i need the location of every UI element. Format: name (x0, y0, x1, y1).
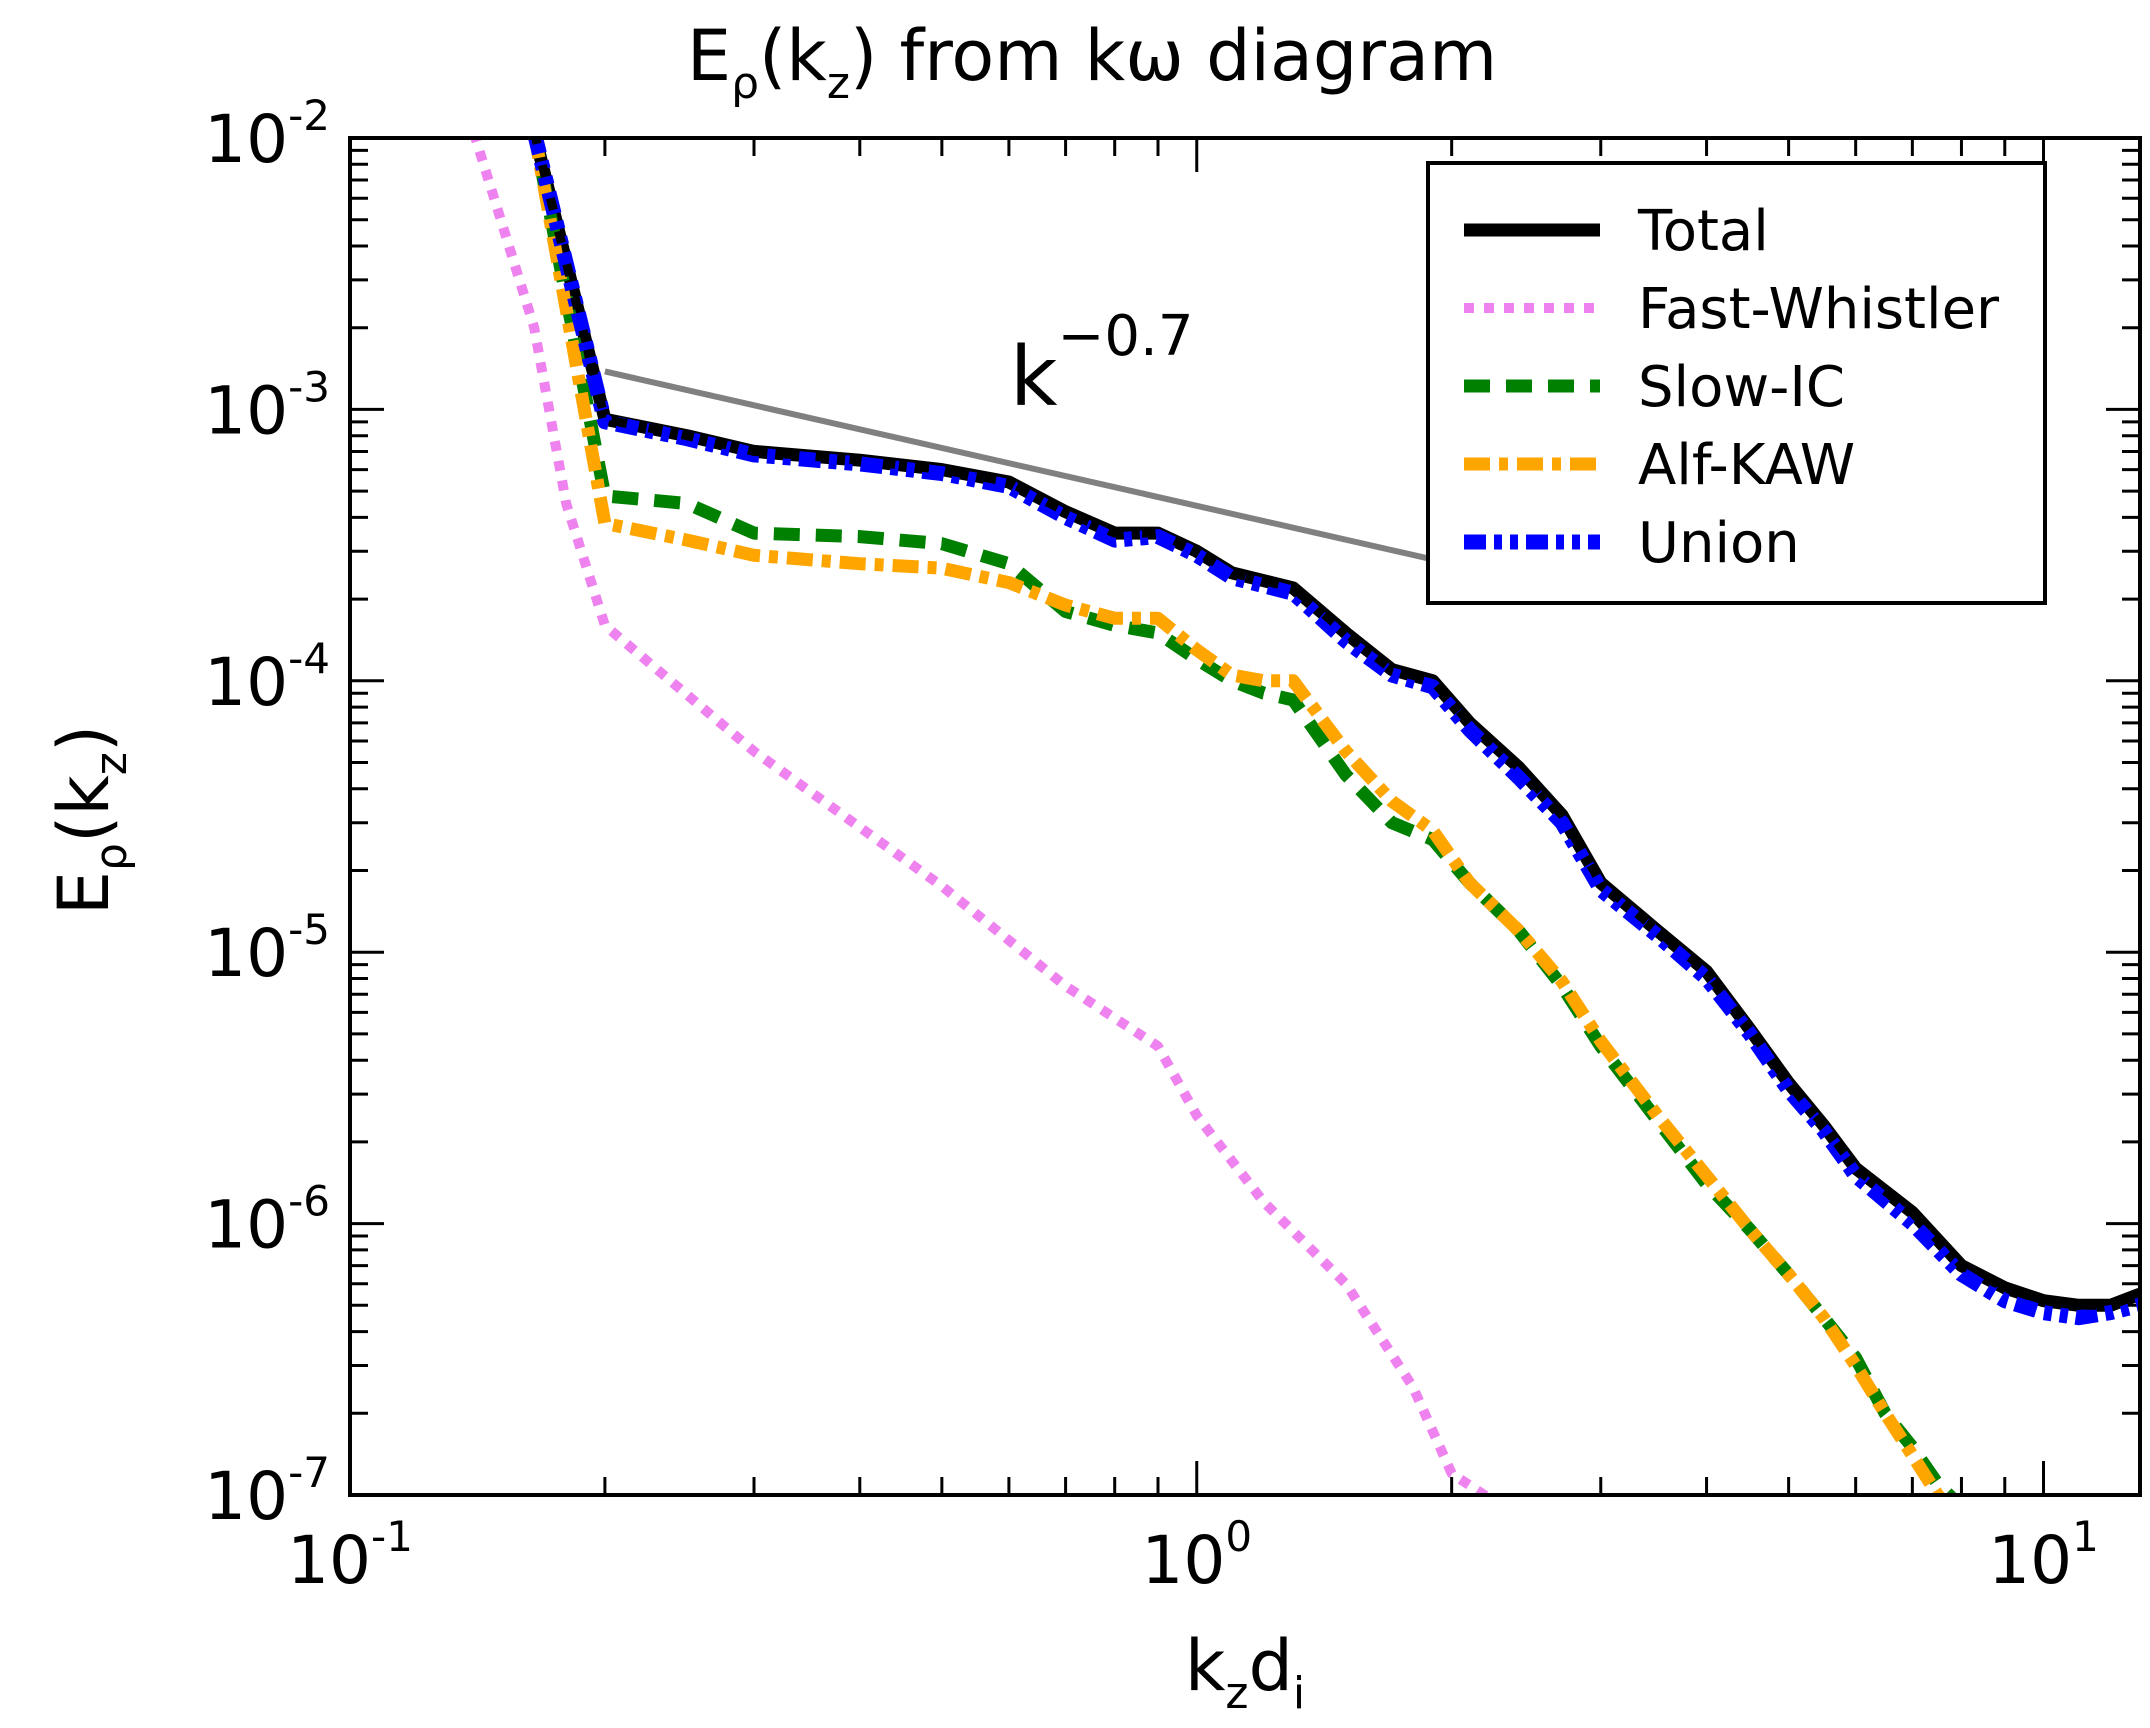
series-layer (470, 138, 2140, 1495)
x-tick-label: 100 (1141, 1512, 1252, 1599)
y-tick-label: 10-3 (204, 362, 330, 449)
legend: Total Fast-Whistler Slow-IC Alf-KAW Union (1426, 161, 2047, 605)
y-tick-label: 10-5 (204, 905, 330, 992)
y-tick-label: 10-4 (204, 634, 330, 721)
x-tick-label: 10-1 (287, 1512, 413, 1599)
reference-line-label: k−0.7 (1010, 304, 1193, 425)
x-axis-label: kzdi (1185, 1625, 1305, 1719)
series-line-union (527, 138, 2140, 1326)
series-line-alf-kaw (528, 138, 1947, 1495)
tick-labels: 10-1 100 101 10-2 10-3 10-4 10-5 10-6 10-7 (204, 91, 2099, 1599)
y-tick-label: 10-6 (204, 1177, 330, 1264)
series-line-fast-whistler (470, 138, 1494, 1495)
legend-label: Union (1638, 511, 1800, 576)
y-tick-label: 10-7 (204, 1448, 330, 1535)
x-tick-label: 101 (1988, 1512, 2099, 1599)
plot-frame (348, 136, 2142, 1497)
reference-line (604, 368, 1434, 563)
series-line-slow-ic (528, 138, 1959, 1495)
legend-label: Total (1637, 199, 1769, 264)
legend-label: Alf-KAW (1638, 433, 1855, 498)
legend-label: Slow-IC (1638, 355, 1845, 420)
y-axis-label: Eρ(kz) (43, 725, 137, 915)
chart-title: Eρ(kz) from kω diagram (687, 15, 1497, 109)
legend-label: Fast-Whistler (1638, 277, 2000, 342)
y-tick-label: 10-2 (204, 91, 330, 178)
